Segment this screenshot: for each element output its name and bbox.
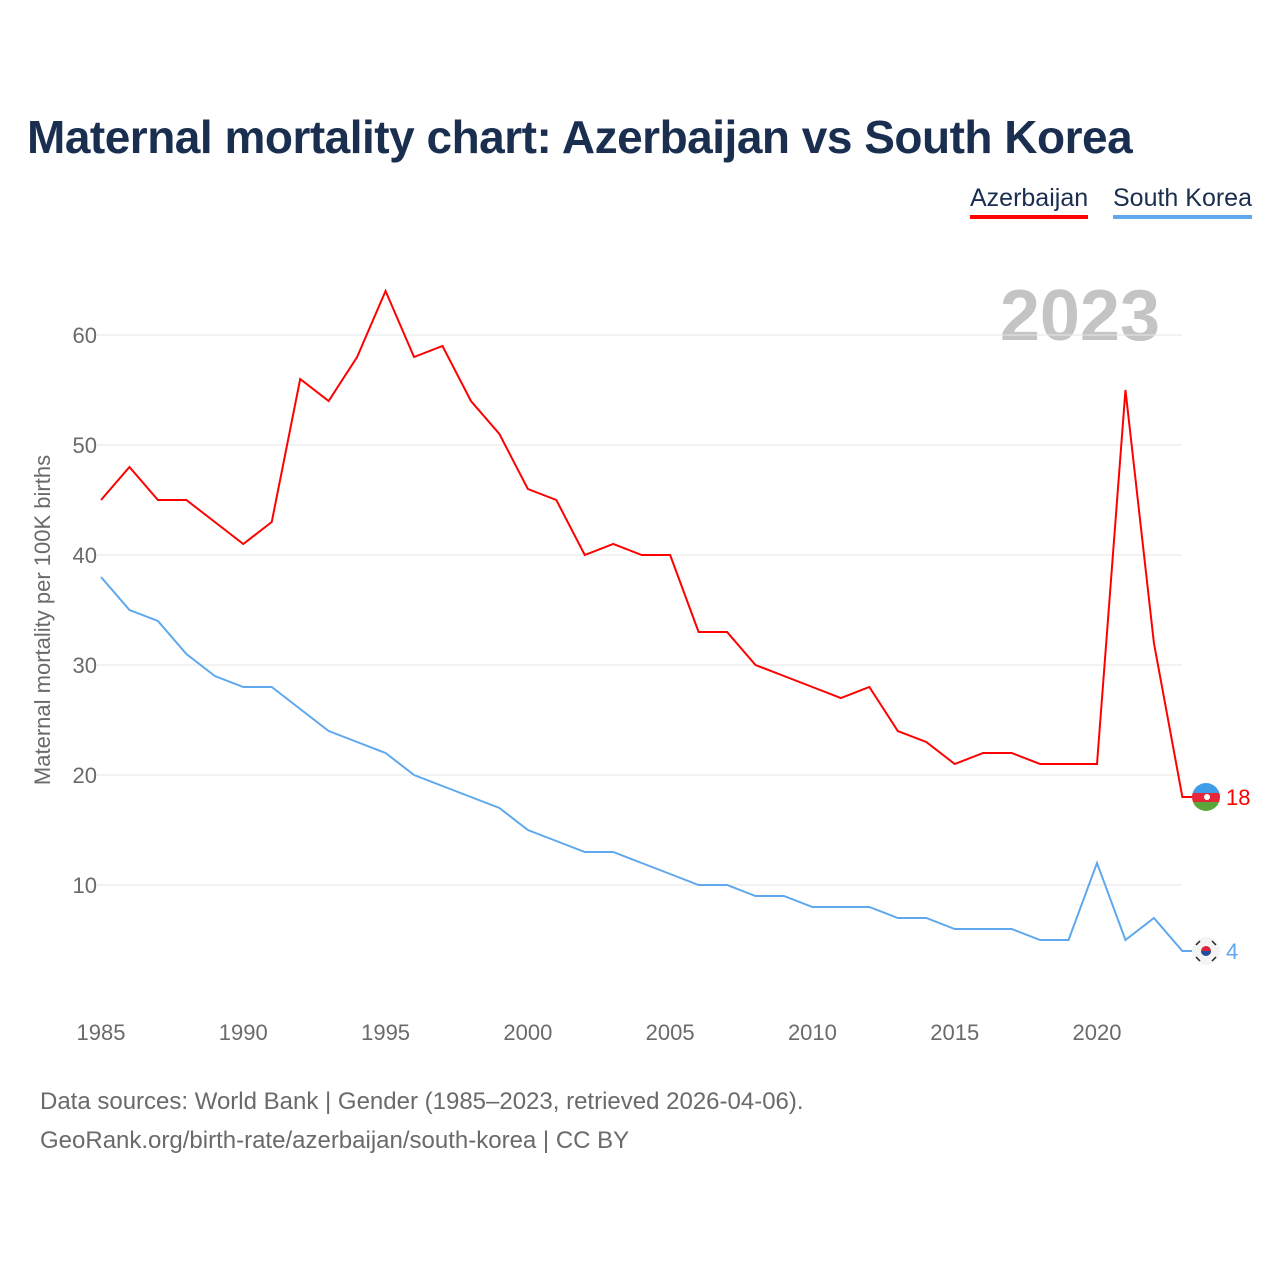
x-tick-label: 2020 (1073, 1020, 1122, 1045)
footer-sources: Data sources: World Bank | Gender (1985–… (40, 1088, 804, 1115)
x-tick-label: 2000 (503, 1020, 552, 1045)
end-value-label: 18 (1226, 785, 1250, 810)
x-tick-label: 2015 (930, 1020, 979, 1045)
series-line-south-korea (100, 576, 1193, 952)
x-tick-label: 1990 (219, 1020, 268, 1045)
legend-azerbaijan[interactable]: Azerbaijan (970, 184, 1089, 219)
y-tick-label: 40 (73, 543, 97, 568)
chart-title: Maternal mortality chart: Azerbaijan vs … (27, 111, 1133, 163)
y-tick-label: 60 (73, 323, 97, 348)
x-tick-label: 1985 (77, 1020, 126, 1045)
azerbaijan-flag-icon (1192, 783, 1220, 811)
y-tick-label: 20 (73, 763, 97, 788)
y-tick-label: 30 (73, 653, 97, 678)
year-watermark: 2023 (1000, 276, 1160, 356)
y-tick-label: 10 (73, 873, 97, 898)
x-tick-label: 2005 (646, 1020, 695, 1045)
series-line-azerbaijan (100, 288, 1193, 798)
south-korea-flag-icon (1192, 937, 1220, 965)
x-tick-label: 2010 (788, 1020, 837, 1045)
y-tick-label: 50 (73, 433, 97, 458)
legend-south-korea[interactable]: South Korea (1113, 184, 1252, 219)
footer-link[interactable]: GeoRank.org/birth-rate/azerbaijan/south-… (40, 1127, 630, 1154)
line-chart: 2023 10 20 30 40 50 60 1985 1990 1995 2000 2005 2010… (30, 276, 1250, 1045)
end-value-label: 4 (1226, 939, 1238, 964)
x-tick-label: 1995 (361, 1020, 410, 1045)
y-axis-label: Maternal mortality per 100K births (30, 455, 55, 785)
